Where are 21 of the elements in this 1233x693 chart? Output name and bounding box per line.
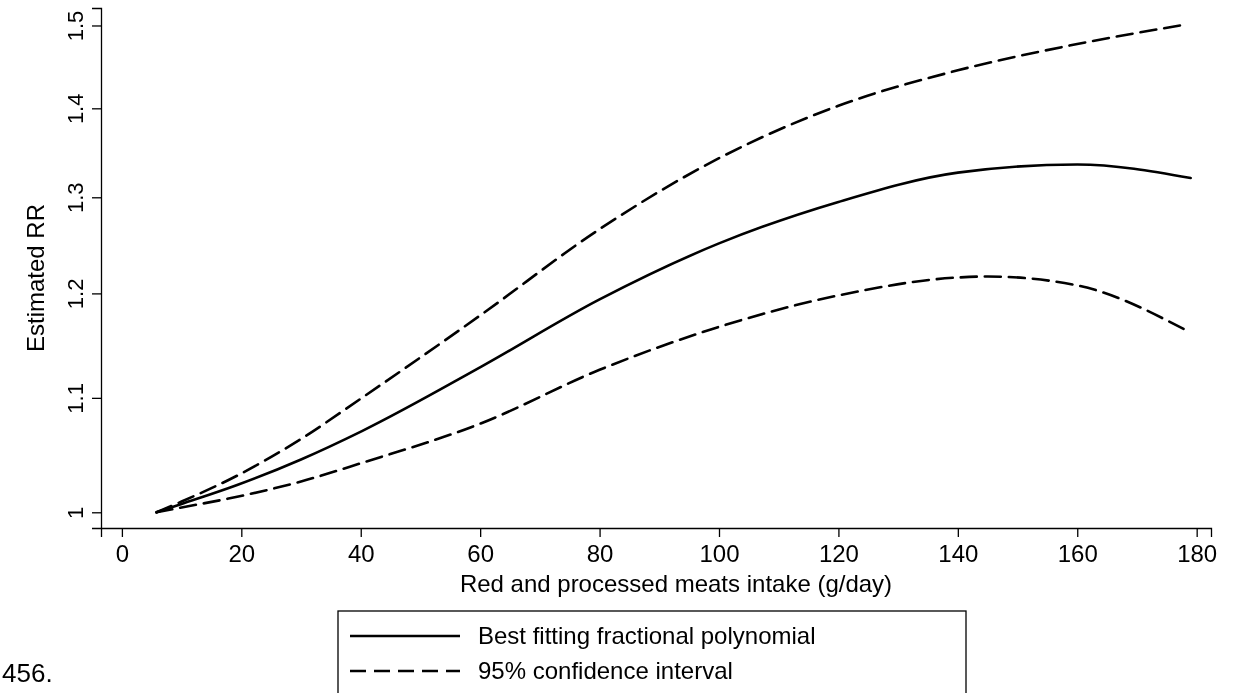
y-tick-label: 1.3: [62, 182, 88, 214]
y-tick-label: 1.1: [62, 383, 88, 414]
legend-label: 95% confidence interval: [478, 657, 733, 685]
x-axis-title: Red and processed meats intake (g/day): [459, 570, 893, 597]
y-axis-title: Estimated RR: [22, 203, 49, 353]
y-tick-label: 1.2: [62, 278, 88, 310]
x-tick-label: 140: [938, 539, 979, 567]
x-tick-label: 120: [818, 539, 859, 567]
x-tick-label: 20: [228, 539, 256, 567]
legend-label: Best fitting fractional polynomial: [478, 622, 816, 650]
x-tick-label: 40: [347, 539, 375, 567]
y-tick-label: 1.4: [62, 93, 88, 125]
x-tick-label: 0: [115, 539, 130, 567]
y-tick-label: 1.5: [62, 10, 88, 42]
x-tick-label: 80: [586, 539, 614, 567]
x-tick-label: 160: [1057, 539, 1098, 567]
x-tick-label: 60: [467, 539, 495, 567]
y-tick-label: 1: [62, 506, 88, 519]
x-tick-label: 100: [699, 539, 740, 567]
x-tick-label: 180: [1177, 539, 1218, 567]
text: 456.: [2, 658, 53, 688]
